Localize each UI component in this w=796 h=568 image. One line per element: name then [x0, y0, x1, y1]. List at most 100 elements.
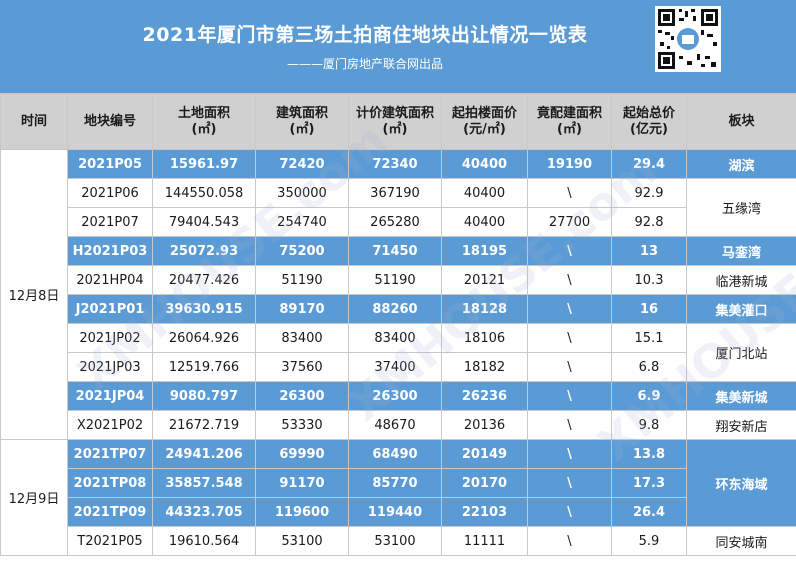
- build-area-cell: 91170: [255, 468, 349, 498]
- date-cell: 12月8日: [0, 149, 68, 440]
- table-row: 2021TP08 35857.548 91170 85770 20170 \ 1…: [1, 468, 796, 498]
- land-area-cell: 79404.543: [152, 207, 256, 237]
- plate-cell: 厦门北站: [686, 323, 796, 382]
- floor-price-cell: 20136: [441, 410, 528, 440]
- qr-code-icon: [655, 6, 721, 72]
- plot-id-cell: X2021P02: [67, 410, 153, 440]
- start-total-cell: 5.9: [611, 526, 687, 556]
- priced-area-cell: 265280: [348, 207, 442, 237]
- land-area-cell: 25072.93: [152, 236, 256, 266]
- table-row: 2021JP04 9080.797 26300 26300 26236 \ 6.…: [1, 381, 796, 411]
- build-area-cell: 75200: [255, 236, 349, 266]
- match-area-cell: \: [527, 497, 612, 527]
- land-auction-table: 时间 地块编号 土地面积 (㎡) 建筑面积 (㎡) 计价建筑面积 (㎡) 起拍楼…: [0, 93, 796, 556]
- start-total-cell: 9.8: [611, 410, 687, 440]
- col-header-plate: 板块: [686, 93, 796, 150]
- floor-price-cell: 40400: [441, 207, 528, 237]
- floor-price-cell: 11111: [441, 526, 528, 556]
- priced-area-cell: 53100: [348, 526, 442, 556]
- start-total-cell: 17.3: [611, 468, 687, 498]
- build-area-cell: 53100: [255, 526, 349, 556]
- priced-area-cell: 48670: [348, 410, 442, 440]
- priced-area-cell: 51190: [348, 265, 442, 295]
- land-area-cell: 19610.564: [152, 526, 256, 556]
- floor-price-cell: 40400: [441, 178, 528, 208]
- plate-cell: 环东海域: [686, 439, 796, 527]
- match-area-cell: \: [527, 323, 612, 353]
- start-total-cell: 16: [611, 294, 687, 324]
- floor-price-cell: 20121: [441, 265, 528, 295]
- table-row: 2021JP02 26064.926 83400 83400 18106 \ 1…: [1, 323, 796, 382]
- col-header-match-area: 竟配建面积 (㎡): [527, 93, 612, 150]
- build-area-cell: 254740: [255, 207, 349, 237]
- priced-area-cell: 72340: [348, 149, 442, 179]
- floor-price-cell: 20149: [441, 439, 528, 469]
- floor-price-cell: 18106: [441, 323, 528, 353]
- plate-cell: 集美新城: [686, 381, 796, 411]
- land-area-cell: 20477.426: [152, 265, 256, 295]
- build-area-cell: 119600: [255, 497, 349, 527]
- table-header-row: 时间 地块编号 土地面积 (㎡) 建筑面积 (㎡) 计价建筑面积 (㎡) 起拍楼…: [0, 93, 796, 150]
- build-area-cell: 37560: [255, 352, 349, 382]
- table-row: 2021JP03 12519.766 37560 37400 18182 \ 6…: [1, 352, 796, 382]
- floor-price-cell: 26236: [441, 381, 528, 411]
- land-area-cell: 44323.705: [152, 497, 256, 527]
- plot-id-cell: 2021P06: [67, 178, 153, 208]
- build-area-cell: 89170: [255, 294, 349, 324]
- floor-price-cell: 22103: [441, 497, 528, 527]
- plot-id-cell: H2021P03: [67, 236, 153, 266]
- build-area-cell: 26300: [255, 381, 349, 411]
- match-area-cell: \: [527, 294, 612, 324]
- build-area-cell: 83400: [255, 323, 349, 353]
- plot-id-cell: J2021P01: [67, 294, 153, 324]
- match-area-cell: \: [527, 410, 612, 440]
- col-header-plot-id: 地块编号: [67, 93, 153, 150]
- title-banner: 2021年厦门市第三场土拍商住地块出让情况一览表 ———厦门房地产联合网出品: [0, 0, 796, 93]
- plot-id-cell: 2021TP09: [67, 497, 153, 527]
- floor-price-cell: 18195: [441, 236, 528, 266]
- table-row: 2021TP09 44323.705 119600 119440 22103 \…: [1, 497, 796, 527]
- match-area-cell: 19190: [527, 149, 612, 179]
- col-header-land-area: 土地面积 (㎡): [152, 93, 256, 150]
- build-area-cell: 72420: [255, 149, 349, 179]
- col-header-start-total: 起始总价 (亿元): [611, 93, 687, 150]
- floor-price-cell: 18128: [441, 294, 528, 324]
- priced-area-cell: 88260: [348, 294, 442, 324]
- table-row: J2021P01 39630.915 89170 88260 18128 \ 1…: [1, 294, 796, 324]
- start-total-cell: 6.9: [611, 381, 687, 411]
- priced-area-cell: 71450: [348, 236, 442, 266]
- plot-id-cell: 2021TP08: [67, 468, 153, 498]
- plate-cell: 湖滨: [686, 149, 796, 179]
- start-total-cell: 15.1: [611, 323, 687, 353]
- land-area-cell: 24941.206: [152, 439, 256, 469]
- land-area-cell: 12519.766: [152, 352, 256, 382]
- priced-area-cell: 37400: [348, 352, 442, 382]
- table-row: 2021HP04 20477.426 51190 51190 20121 \ 1…: [1, 265, 796, 295]
- build-area-cell: 350000: [255, 178, 349, 208]
- plate-cell: 翔安新店: [686, 410, 796, 440]
- match-area-cell: \: [527, 468, 612, 498]
- match-area-cell: \: [527, 265, 612, 295]
- priced-area-cell: 119440: [348, 497, 442, 527]
- land-area-cell: 39630.915: [152, 294, 256, 324]
- plate-cell: 五缘湾: [686, 178, 796, 237]
- table-row: 2021P07 79404.543 254740 265280 40400 27…: [1, 207, 796, 237]
- page-title: 2021年厦门市第三场土拍商住地块出让情况一览表: [142, 24, 588, 46]
- plot-id-cell: T2021P05: [67, 526, 153, 556]
- build-area-cell: 51190: [255, 265, 349, 295]
- start-total-cell: 92.8: [611, 207, 687, 237]
- land-area-cell: 26064.926: [152, 323, 256, 353]
- plot-id-cell: 2021JP03: [67, 352, 153, 382]
- table-row: 12月8日 2021P05 15961.97 72420 72340 40400…: [0, 149, 796, 440]
- plot-id-cell: 2021P07: [67, 207, 153, 237]
- priced-area-cell: 26300: [348, 381, 442, 411]
- match-area-cell: \: [527, 236, 612, 266]
- plot-id-cell: 2021TP07: [67, 439, 153, 469]
- land-area-cell: 9080.797: [152, 381, 256, 411]
- land-area-cell: 15961.97: [152, 149, 256, 179]
- start-total-cell: 92.9: [611, 178, 687, 208]
- plate-cell: 马銮湾: [686, 236, 796, 266]
- priced-area-cell: 85770: [348, 468, 442, 498]
- priced-area-cell: 83400: [348, 323, 442, 353]
- plot-id-cell: 2021JP02: [67, 323, 153, 353]
